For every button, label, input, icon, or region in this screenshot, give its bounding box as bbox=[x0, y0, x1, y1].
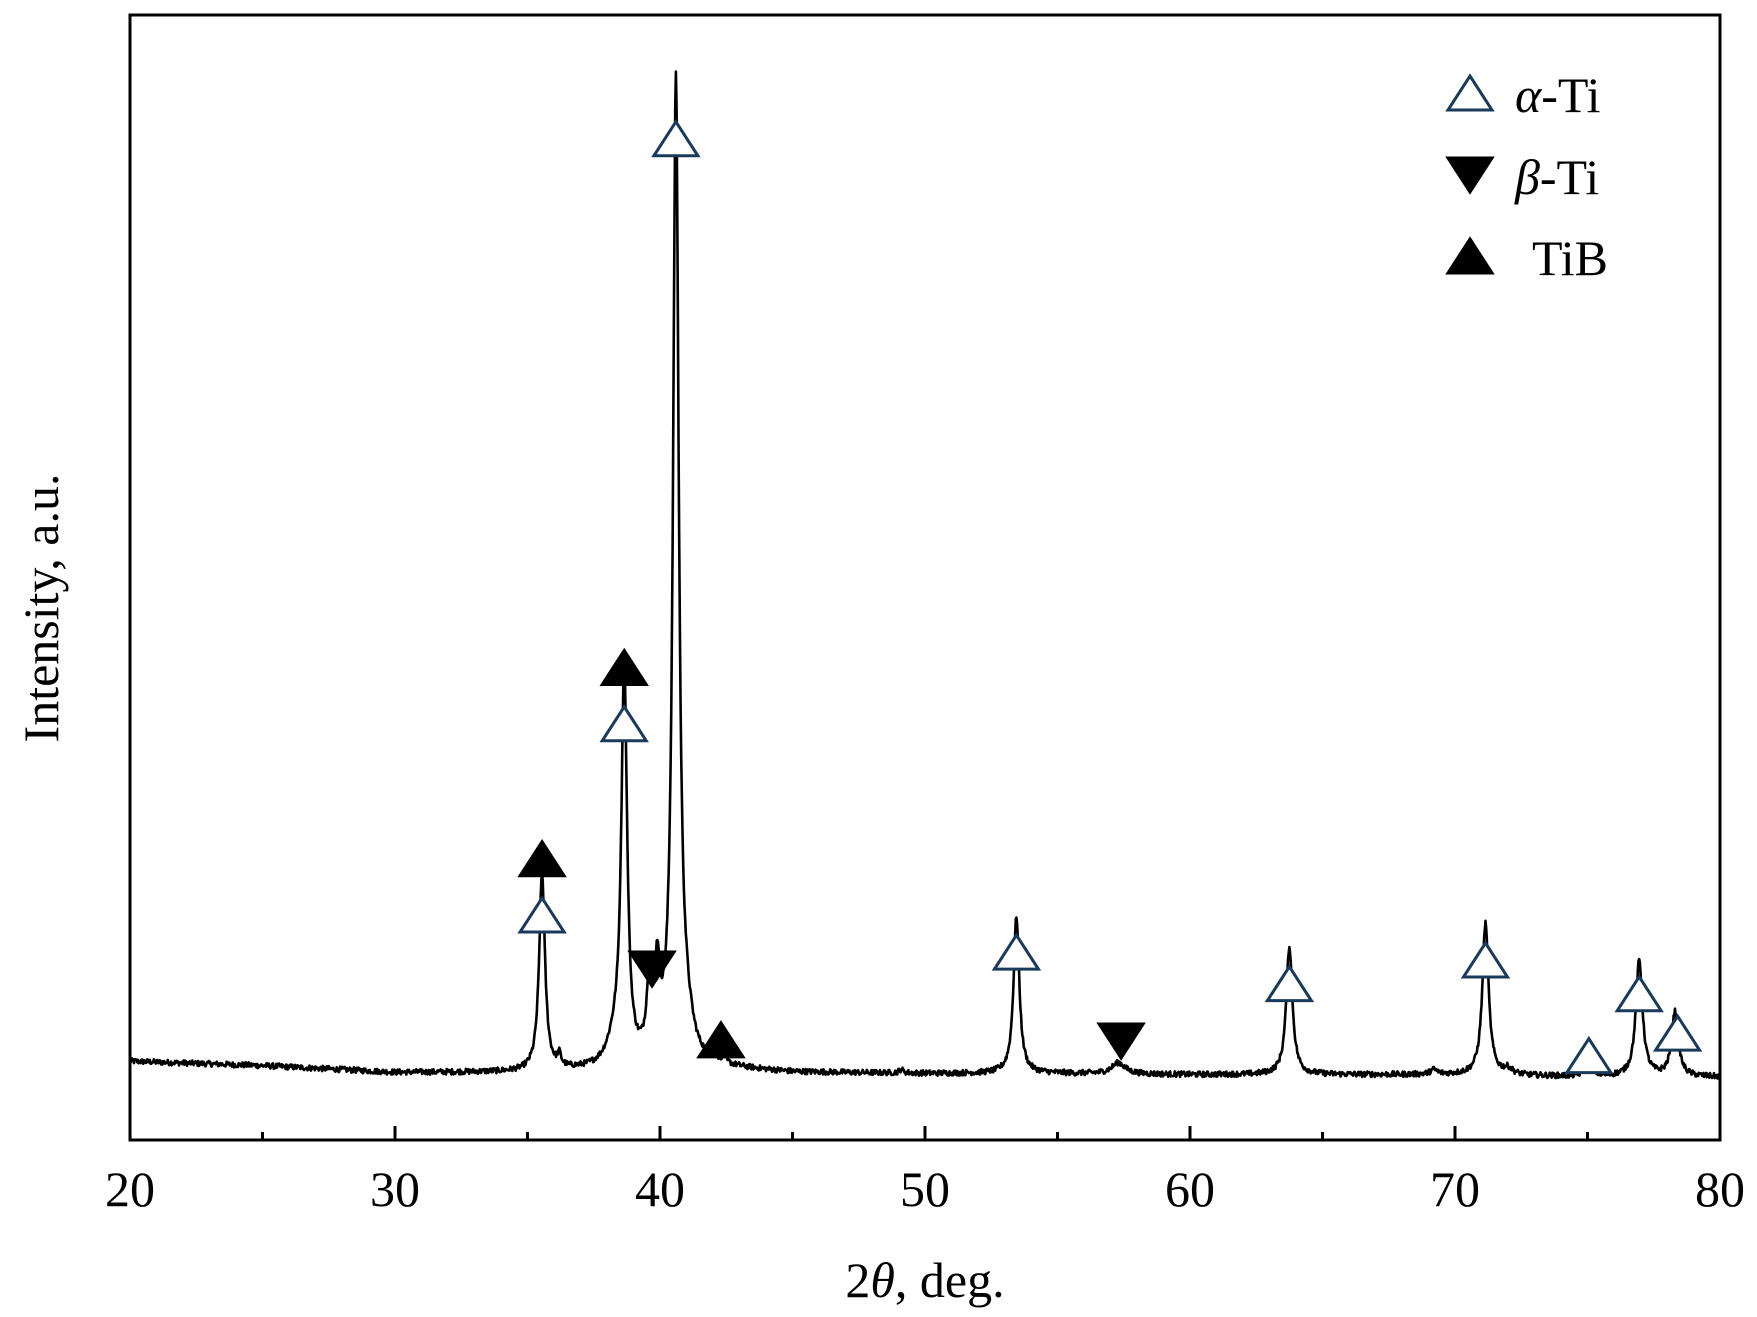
y-axis-title: Intensity, a.u. bbox=[13, 474, 69, 743]
filled-triangle-down-marker bbox=[1096, 1022, 1146, 1061]
legend: α-Ti β-Ti TiB bbox=[1445, 67, 1608, 286]
open-triangle-up-marker bbox=[1564, 1035, 1614, 1075]
open-triangle-up-marker bbox=[599, 703, 649, 743]
open-triangle-up-marker bbox=[1614, 973, 1664, 1013]
filled-triangle-up-icon bbox=[1445, 236, 1495, 275]
filled-triangle-up-marker bbox=[599, 647, 649, 686]
x-tick-label: 40 bbox=[635, 1161, 685, 1217]
filled-triangle-down-marker bbox=[627, 950, 677, 989]
x-tick-label: 50 bbox=[900, 1161, 950, 1217]
open-triangle-up-marker bbox=[1652, 1013, 1703, 1052]
filled-triangle-down-icon bbox=[1445, 156, 1495, 195]
x-tick-label: 30 bbox=[370, 1161, 420, 1217]
x-axis-ticks bbox=[128, 1126, 1722, 1140]
open-triangle-up-marker bbox=[991, 932, 1042, 971]
filled-triangle-up-marker bbox=[696, 1020, 746, 1059]
x-tick-label: 70 bbox=[1430, 1161, 1480, 1217]
open-triangle-up-legend-symbol bbox=[1445, 73, 1495, 112]
x-axis-tick-labels: 20 30 40 50 60 70 80 bbox=[105, 1161, 1745, 1217]
svg-text:α-Ti: α-Ti bbox=[1515, 67, 1601, 123]
x-axis-title: 2θ, deg. bbox=[845, 1252, 1004, 1308]
legend-label-suffix: -Ti bbox=[1541, 67, 1600, 123]
svg-text:TiB: TiB bbox=[1532, 230, 1608, 286]
legend-item-tib: TiB bbox=[1445, 230, 1608, 286]
filled-triangle-up-legend-symbol bbox=[1445, 236, 1495, 275]
legend-item-beta-ti: β-Ti bbox=[1445, 149, 1599, 205]
x-tick-label: 60 bbox=[1165, 1161, 1215, 1217]
x-tick-label: 80 bbox=[1695, 1161, 1745, 1217]
open-triangle-icon bbox=[1445, 73, 1495, 112]
legend-label-suffix: -Ti bbox=[1540, 149, 1599, 205]
open-triangle-up-marker bbox=[517, 895, 567, 934]
x-axis-title-var: θ bbox=[870, 1252, 895, 1308]
peak-markers bbox=[517, 118, 1703, 1075]
x-axis-title-prefix: 2 bbox=[845, 1252, 870, 1308]
legend-item-alpha-ti: α-Ti bbox=[1445, 67, 1601, 123]
open-triangle-up-marker bbox=[1264, 963, 1315, 1003]
legend-label-greek: β bbox=[1514, 149, 1540, 205]
filled-triangle-up-marker bbox=[517, 838, 567, 878]
filled-triangle-down-legend-symbol bbox=[1445, 156, 1495, 195]
legend-label-greek: α bbox=[1515, 67, 1543, 123]
svg-text:β-Ti: β-Ti bbox=[1514, 149, 1599, 205]
open-triangle-up-marker bbox=[651, 118, 701, 158]
legend-label-suffix: TiB bbox=[1532, 230, 1608, 286]
open-triangle-up-marker bbox=[1460, 940, 1511, 979]
x-tick-label: 20 bbox=[105, 1161, 155, 1217]
xrd-spectrum-line bbox=[128, 70, 1721, 1080]
x-axis-title-suffix: , deg. bbox=[895, 1252, 1005, 1308]
